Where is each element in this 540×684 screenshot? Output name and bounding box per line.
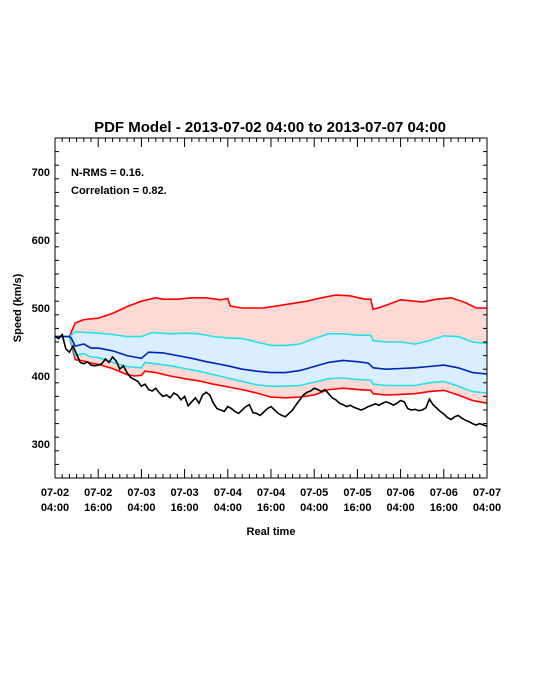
median-line xyxy=(55,335,488,375)
y-tick-label: 500 xyxy=(32,303,50,315)
x-tick-label-date: 07-03 xyxy=(171,487,199,499)
inner-band-fill xyxy=(55,331,487,393)
x-tick-label-time: 04:00 xyxy=(473,502,501,514)
y-tick-labels: 300 400 500 600 700 xyxy=(32,167,50,451)
x-tick-label-date: 07-03 xyxy=(127,487,155,499)
x-tick-label-time: 16:00 xyxy=(171,502,199,514)
correlation-annotation: Correlation = 0.82. xyxy=(71,185,167,197)
lower-outer-line xyxy=(55,335,488,404)
chart-title: PDF Model - 2013-07-02 04:00 to 2013-07-… xyxy=(94,119,446,136)
observed-line xyxy=(54,332,488,428)
x-tick-label-date: 07-05 xyxy=(300,487,328,499)
y-tick-label: 300 xyxy=(32,439,50,451)
confidence-bands xyxy=(55,295,487,404)
x-tick-label-time: 16:00 xyxy=(343,502,371,514)
upper-inner-line xyxy=(55,330,488,347)
x-tick-label-date: 07-04 xyxy=(257,487,286,499)
y-tick-label: 600 xyxy=(32,235,50,247)
x-tick-label-date: 07-04 xyxy=(214,487,243,499)
x-tick-label-date: 07-06 xyxy=(387,487,415,499)
x-tick-label-time: 16:00 xyxy=(84,502,112,514)
x-tick-label-time: 04:00 xyxy=(41,502,69,514)
x-tick-label-time: 04:00 xyxy=(300,502,328,514)
x-tick-label-time: 16:00 xyxy=(430,502,458,514)
x-tick-label-date: 07-07 xyxy=(473,487,501,499)
axis-ticks xyxy=(54,137,488,479)
y-tick-label: 700 xyxy=(32,167,50,179)
x-tick-label-time: 04:00 xyxy=(214,502,242,514)
x-tick-label-time: 04:00 xyxy=(127,502,155,514)
upper-outer-line xyxy=(55,294,487,338)
x-tick-labels: 07-02 04:00 07-02 16:00 07-03 04:00 07-03 16:00… xyxy=(41,487,501,514)
y-tick-label: 400 xyxy=(32,371,50,383)
x-tick-label-date: 07-05 xyxy=(343,487,371,499)
x-tick-label-time: 16:00 xyxy=(257,502,285,514)
nrms-annotation: N-RMS = 0.16. xyxy=(71,167,144,179)
y-axis-label: Speed (km/s) xyxy=(12,273,24,342)
x-tick-label-date: 07-02 xyxy=(41,487,69,499)
series-lines xyxy=(54,294,488,428)
x-axis-label: Real time xyxy=(247,526,296,538)
x-tick-label-date: 07-02 xyxy=(84,487,112,499)
x-tick-label-date: 07-06 xyxy=(430,487,458,499)
x-tick-label-time: 04:00 xyxy=(387,502,415,514)
